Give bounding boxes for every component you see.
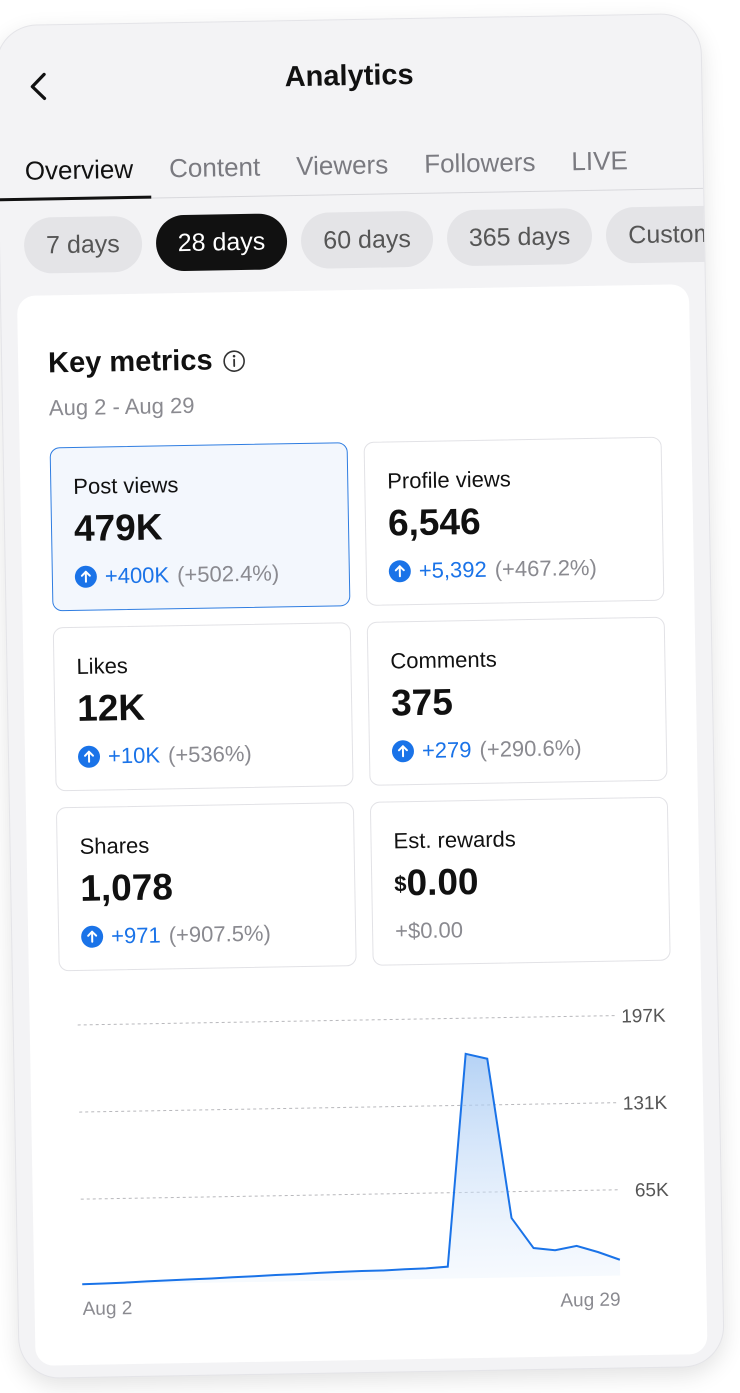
arrow-up-circle-icon bbox=[388, 560, 412, 583]
tab-viewers[interactable]: Viewers bbox=[295, 149, 389, 182]
x-axis-start-label: Aug 2 bbox=[82, 1298, 132, 1320]
range-chip-28-days[interactable]: 28 days bbox=[155, 213, 288, 272]
chart-gridline bbox=[79, 1102, 618, 1113]
metric-change: +971 (+907.5%) bbox=[80, 920, 333, 950]
metric-value: 375 bbox=[390, 681, 454, 724]
tab-live[interactable]: LIVE bbox=[571, 145, 629, 177]
arrow-up-circle-icon bbox=[391, 740, 415, 763]
top-bar: Analytics bbox=[0, 14, 702, 126]
chart-area-fill bbox=[82, 1053, 621, 1285]
chart-y-tick-labels: 197K 131K 65K bbox=[621, 1006, 669, 1202]
range-chip-custom[interactable]: Custom bbox=[605, 205, 724, 264]
metric-shares[interactable]: Shares 1,078 +971 (+907.5%) bbox=[55, 802, 357, 972]
metric-value: 479K bbox=[73, 506, 163, 549]
metric-label: Post views bbox=[73, 472, 179, 499]
metric-label: Est. rewards bbox=[393, 826, 516, 854]
metric-delta: +$0.00 bbox=[394, 917, 464, 944]
metric-value: 6,546 bbox=[387, 500, 481, 544]
arrow-up-circle-icon bbox=[77, 745, 101, 768]
metric-change: +5,392 (+467.2%) bbox=[388, 554, 641, 584]
chevron-left-icon bbox=[30, 72, 47, 101]
y-tick-label: 131K bbox=[623, 1093, 668, 1115]
metric-percent: (+467.2%) bbox=[494, 554, 598, 582]
metric-comments[interactable]: Comments 375 +279 (+290.6%) bbox=[366, 616, 668, 786]
key-metrics-title: Key metrics bbox=[47, 344, 213, 380]
key-metrics-card: Key metrics Aug 2 - Aug 29 Post views 47… bbox=[16, 284, 708, 1366]
tab-followers[interactable]: Followers bbox=[423, 146, 536, 179]
metric-post-views[interactable]: Post views 479K +400K (+502.4%) bbox=[49, 442, 351, 612]
metric-change: +$0.00 bbox=[395, 914, 647, 944]
metric-value-wrap: $0.00 bbox=[394, 858, 647, 904]
metric-value: 12K bbox=[76, 686, 146, 729]
range-chip-365-days[interactable]: 365 days bbox=[446, 207, 593, 267]
metric-label: Comments bbox=[390, 646, 497, 674]
page-title: Analytics bbox=[284, 58, 414, 94]
post-views-chart: 197K 131K 65K Aug 2 Aug 29 bbox=[77, 1006, 669, 1320]
metric-change: +400K (+502.4%) bbox=[74, 560, 327, 590]
chart-gridline bbox=[77, 1015, 616, 1026]
y-tick-label: 197K bbox=[621, 1006, 666, 1028]
key-metrics-heading: Key metrics bbox=[48, 344, 247, 380]
metric-delta: +5,392 bbox=[418, 556, 487, 583]
tab-overview[interactable]: Overview bbox=[0, 136, 152, 201]
metric-label: Profile views bbox=[387, 466, 511, 494]
range-chip-60-days[interactable]: 60 days bbox=[300, 210, 434, 269]
phone-screen: Analytics Overview Content Viewers Follo… bbox=[0, 13, 724, 1379]
x-axis-end-label: Aug 29 bbox=[560, 1290, 621, 1312]
metric-value: 1,078 bbox=[79, 866, 174, 909]
metric-delta: +279 bbox=[421, 737, 472, 763]
info-icon[interactable] bbox=[222, 348, 246, 372]
metric-percent: (+502.4%) bbox=[176, 560, 280, 588]
metric-percent: (+536%) bbox=[167, 740, 252, 768]
metric-percent: (+290.6%) bbox=[479, 735, 582, 762]
metric-likes[interactable]: Likes 12K +10K (+536%) bbox=[52, 622, 354, 792]
metric-label: Shares bbox=[79, 832, 150, 859]
metric-profile-views[interactable]: Profile views 6,546 +5,392 (+467.2%) bbox=[363, 436, 665, 606]
metrics-grid: Post views 479K +400K (+502.4%) Profile … bbox=[49, 436, 673, 972]
metric-delta: +400K bbox=[104, 562, 170, 589]
chart-gridlines bbox=[77, 1015, 619, 1200]
metric-est-rewards[interactable]: Est. rewards $0.00 +$0.00 bbox=[369, 796, 671, 966]
metric-label: Likes bbox=[76, 653, 129, 679]
y-tick-label: 65K bbox=[635, 1180, 669, 1202]
metric-value: 0.00 bbox=[406, 860, 479, 904]
arrow-up-circle-icon bbox=[80, 925, 104, 948]
tab-content[interactable]: Content bbox=[168, 151, 261, 184]
metric-percent: (+907.5%) bbox=[168, 920, 272, 948]
chart-series-line bbox=[82, 1052, 621, 1286]
metric-change: +10K (+536%) bbox=[77, 740, 330, 770]
metric-change: +279 (+290.6%) bbox=[391, 734, 644, 764]
back-button[interactable] bbox=[23, 71, 54, 102]
metric-delta: +10K bbox=[107, 742, 161, 769]
arrow-up-circle-icon bbox=[74, 565, 98, 588]
chart-gridline bbox=[80, 1189, 619, 1200]
range-chip-7-days[interactable]: 7 days bbox=[23, 215, 143, 274]
currency-symbol: $ bbox=[394, 871, 407, 897]
date-range-chips: 7 days 28 days 60 days 365 days Custom bbox=[23, 205, 724, 275]
tab-bar: Overview Content Viewers Followers LIVE bbox=[0, 125, 704, 202]
date-range-label: Aug 2 - Aug 29 bbox=[48, 392, 195, 421]
metric-delta: +971 bbox=[110, 922, 161, 949]
